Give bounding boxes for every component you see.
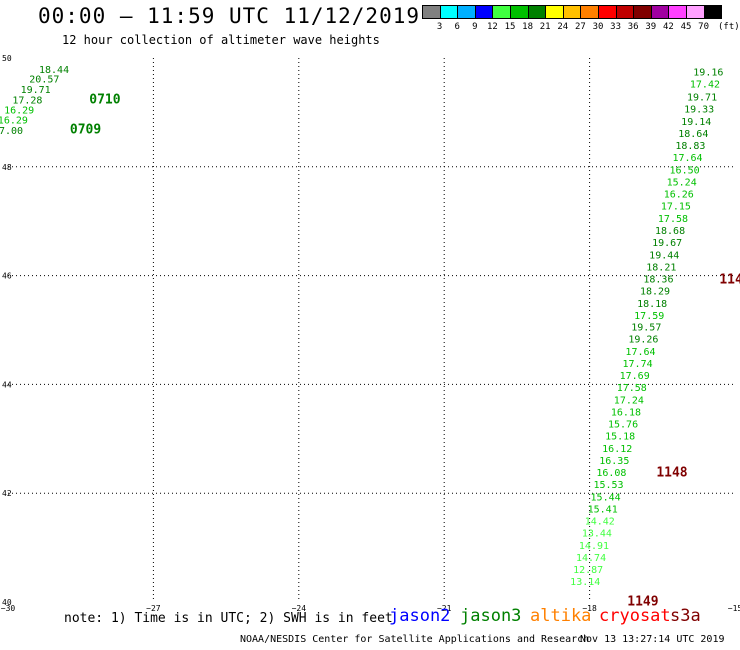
color-legend: 3 6 9 12 15 18 21 24 27 30 33 36 39 42 45 70 (ft) <box>0 5 740 39</box>
pass-time-label: 0710 <box>89 92 120 107</box>
x-tick-label: −27 <box>146 604 161 613</box>
x-tick-label: −18 <box>582 604 597 613</box>
swh-value: 17.74 <box>623 359 653 370</box>
swh-value: 15.44 <box>591 492 621 503</box>
swh-value: 15.76 <box>608 420 638 431</box>
legend-label: 30 <box>592 22 604 32</box>
swh-value: 19.71 <box>687 93 717 104</box>
pass-time-label: 1147 <box>719 272 740 287</box>
swh-value: 16.35 <box>599 456 629 467</box>
x-tick-label: −24 <box>292 604 307 613</box>
legend-label: 9 <box>472 22 478 32</box>
satellite-cryosat: cryosat <box>599 606 671 626</box>
swh-value: 20.57 <box>29 75 59 86</box>
legend-label: 3 <box>436 22 443 32</box>
footer-note: note: 1) Time is in UTC; 2) SWH is in fe… <box>64 611 393 626</box>
pass-time-label: 1148 <box>656 465 687 480</box>
swh-value: 18.64 <box>678 129 708 140</box>
swh-value: 18.29 <box>640 286 670 297</box>
legend-unit: (ft) <box>718 22 740 32</box>
legend-label: 45 <box>680 22 692 32</box>
swh-value: 16.29 <box>4 106 34 117</box>
swh-value: 15.18 <box>605 432 635 443</box>
legend-label: 18 <box>522 22 534 32</box>
x-tick-label: −30 <box>1 604 16 613</box>
swh-value: 19.57 <box>631 323 661 334</box>
legend-label: 27 <box>574 22 586 32</box>
swh-value: 15.53 <box>593 480 623 491</box>
swh-value: 17.64 <box>625 347 655 358</box>
x-tick-label: −21 <box>437 604 452 613</box>
swh-value: 18.18 <box>637 299 667 310</box>
chart-title: 00:00 – 11:59 UTC 11/12/2019 <box>38 4 421 28</box>
legend-label: 70 <box>698 22 710 32</box>
y-tick-label: 48 <box>2 163 12 172</box>
swh-value: 16.18 <box>611 408 641 419</box>
swh-value: 17.15 <box>661 201 691 212</box>
legend-label: 36 <box>627 22 639 32</box>
y-tick-label: 40 <box>2 598 12 607</box>
legend-label: 39 <box>645 22 657 32</box>
swh-value: 17.24 <box>614 396 644 407</box>
credit-line: NOAA/NESDIS Center for Satellite Applica… <box>240 634 590 645</box>
legend-label: 15 <box>504 22 516 32</box>
swh-value: 13.44 <box>582 528 612 539</box>
satellite-altika: altika <box>530 606 592 626</box>
swh-value: 17.58 <box>617 383 647 394</box>
swh-value: 19.16 <box>693 68 723 79</box>
swh-value: 17.28 <box>12 95 42 106</box>
swh-value: 16.26 <box>664 189 694 200</box>
swh-value: 12.87 <box>573 565 603 576</box>
swh-value: 17.00 <box>0 126 23 137</box>
swh-value: 17.58 <box>658 214 688 225</box>
legend-swatch <box>703 5 723 19</box>
legend-label: 21 <box>539 22 551 32</box>
x-tick-label: −15 <box>728 604 740 613</box>
y-tick-label: 46 <box>2 272 12 281</box>
swh-value: 17.59 <box>634 311 664 322</box>
swh-value: 16.29 <box>0 115 28 126</box>
legend-label: 6 <box>454 22 460 32</box>
swh-value: 19.71 <box>21 85 51 96</box>
y-tick-label: 44 <box>2 380 12 389</box>
timestamp: Nov 13 13:27:14 UTC 2019 <box>580 634 725 645</box>
swh-value: 17.42 <box>690 80 720 91</box>
swh-value: 14.74 <box>576 553 606 564</box>
swh-value: 16.12 <box>602 444 632 455</box>
pass-time-label: 0709 <box>70 123 101 138</box>
y-tick-label: 42 <box>2 489 12 498</box>
swh-value: 19.44 <box>649 250 679 261</box>
swh-value: 19.67 <box>652 238 682 249</box>
legend-label: 12 <box>486 22 498 32</box>
chart-subtitle: 12 hour collection of altimeter wave hei… <box>62 33 380 47</box>
swh-value: 19.26 <box>628 335 658 346</box>
legend-label: 42 <box>662 22 674 32</box>
swh-value: 15.24 <box>667 177 697 188</box>
swh-value: 17.69 <box>620 371 650 382</box>
legend-label: 33 <box>610 22 622 32</box>
satellite-s3a: s3a <box>670 606 701 626</box>
swh-value: 16.08 <box>596 468 626 479</box>
pass-time-label: 1149 <box>627 594 658 609</box>
swh-value: 17.64 <box>672 153 702 164</box>
satellite-jason3: jason3 <box>460 606 522 626</box>
swh-value: 13.14 <box>570 577 600 588</box>
satellite-jason2: jason2 <box>389 606 451 626</box>
y-tick-label: 50 <box>2 54 12 63</box>
swh-value: 18.21 <box>646 262 676 273</box>
swh-value: 18.44 <box>39 65 69 76</box>
swh-value: 14.91 <box>579 541 609 552</box>
swh-value: 15.41 <box>588 504 618 515</box>
swh-value: 18.68 <box>655 226 685 237</box>
legend-label: 24 <box>557 22 569 32</box>
swh-value: 14.42 <box>585 516 615 527</box>
swh-value: 18.83 <box>675 141 705 152</box>
swh-value: 19.14 <box>681 117 711 128</box>
swh-value: 18.36 <box>643 274 673 285</box>
swh-value: 19.33 <box>684 105 714 116</box>
swh-value: 16.50 <box>670 166 700 177</box>
